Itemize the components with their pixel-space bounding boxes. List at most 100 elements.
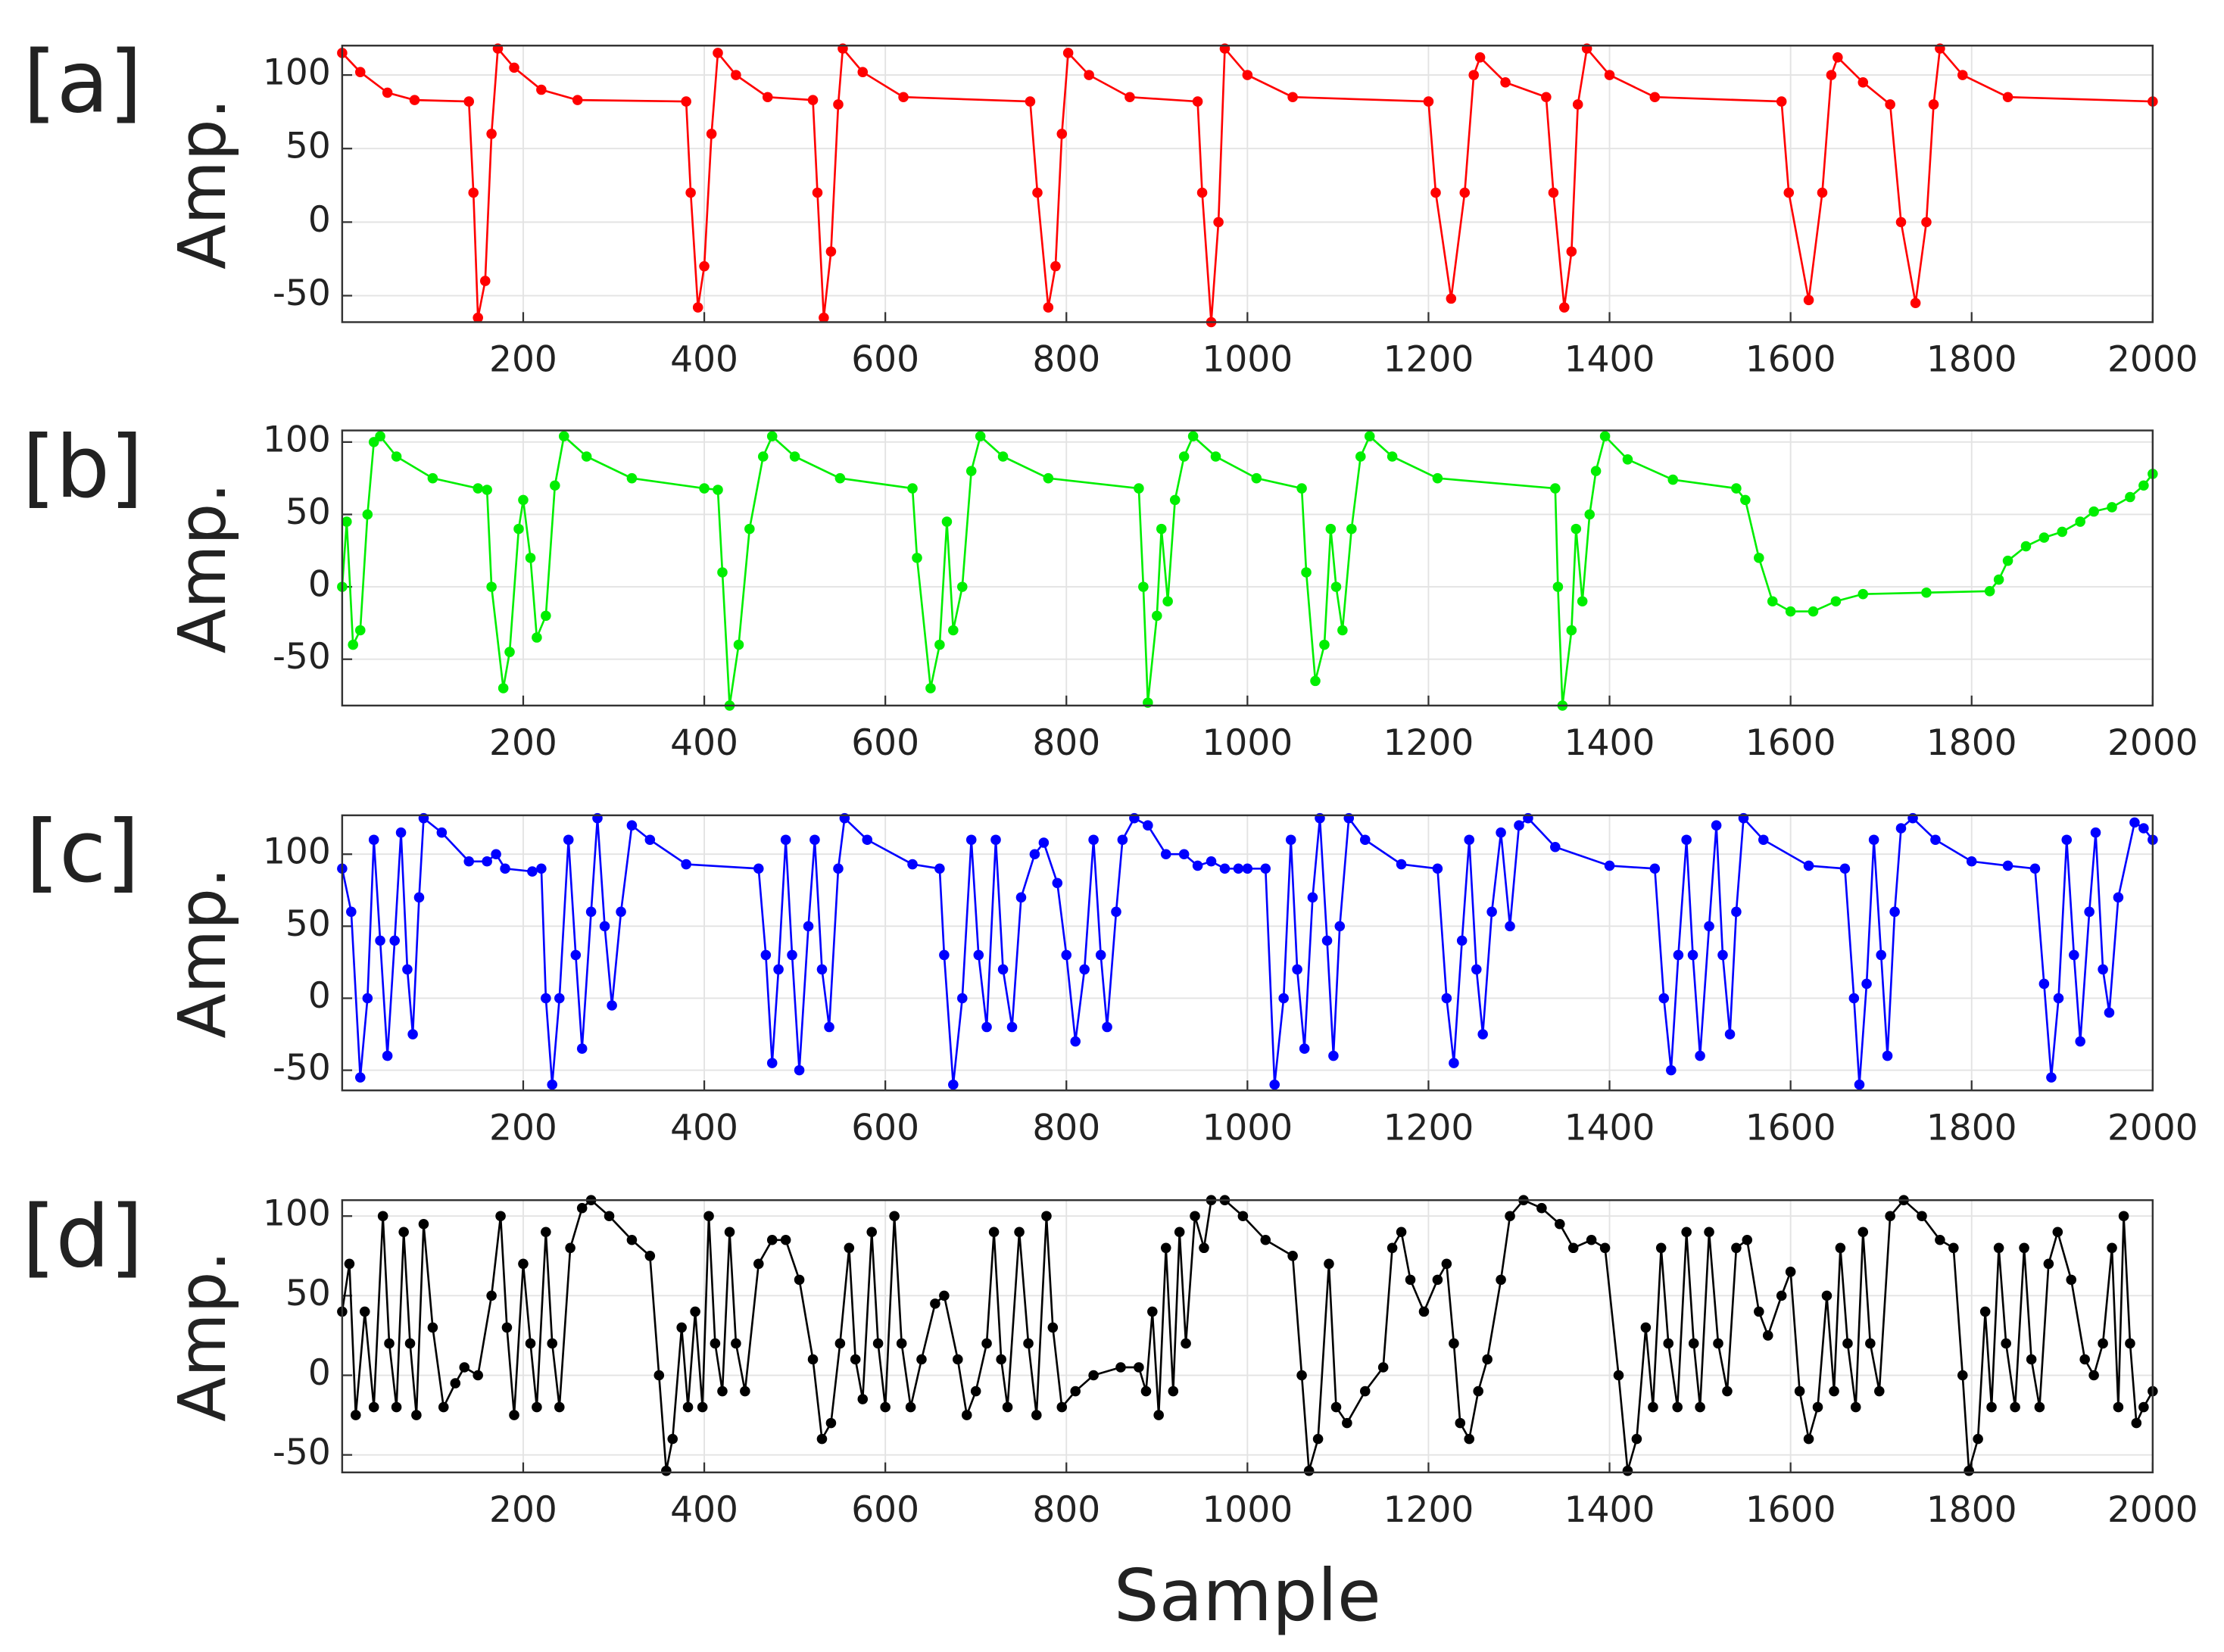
- data-point: [626, 472, 638, 484]
- data-point: [1178, 451, 1190, 462]
- data-point: [1342, 1417, 1352, 1429]
- data-point: [1088, 1370, 1099, 1381]
- data-point: [681, 859, 691, 870]
- data-point: [2034, 1401, 2045, 1413]
- data-point: [1704, 1227, 1714, 1238]
- x-tick-label: 1600: [1745, 339, 1836, 381]
- data-point: [724, 1227, 735, 1238]
- data-point: [1330, 581, 1342, 592]
- data-point: [762, 92, 773, 103]
- data-point: [2098, 1338, 2108, 1349]
- data-point: [2038, 532, 2050, 543]
- x-tick-label: 1200: [1383, 722, 1474, 764]
- data-point: [1731, 483, 1742, 494]
- data-point: [1111, 906, 1121, 918]
- data-point: [616, 906, 626, 918]
- data-point: [1854, 1079, 1865, 1090]
- data-point: [375, 431, 385, 441]
- data-point: [787, 949, 797, 961]
- data-point: [473, 312, 483, 323]
- data-point: [1663, 1338, 1674, 1349]
- data-point: [1550, 483, 1561, 494]
- data-point: [362, 509, 373, 520]
- plot-frame: [341, 429, 2154, 707]
- data-point: [1558, 302, 1570, 313]
- data-point: [1964, 1465, 1974, 1476]
- data-point: [1776, 1290, 1787, 1301]
- data-point: [1160, 849, 1171, 860]
- data-point: [1285, 834, 1296, 845]
- data-point: [956, 581, 968, 592]
- data-point: [1785, 606, 1796, 617]
- data-point: [789, 451, 800, 462]
- data-point: [807, 95, 819, 105]
- data-point: [1449, 1338, 1459, 1349]
- data-point: [766, 1058, 778, 1068]
- data-point: [862, 834, 873, 845]
- data-point: [1456, 935, 1468, 946]
- data-point: [844, 1242, 855, 1254]
- data-point: [354, 1072, 366, 1083]
- data-point: [468, 187, 479, 198]
- data-point: [1613, 1370, 1624, 1381]
- data-point: [807, 1354, 819, 1365]
- data-point: [872, 1338, 884, 1349]
- data-point: [2001, 1338, 2011, 1349]
- data-point: [1758, 834, 1769, 845]
- data-point: [1861, 978, 1872, 990]
- data-point: [690, 1306, 700, 1317]
- data-point: [368, 1401, 379, 1413]
- data-point: [699, 260, 710, 272]
- data-point: [450, 1378, 461, 1389]
- data-point: [1500, 77, 1511, 88]
- x-tick-label: 1000: [1202, 339, 1293, 381]
- data-point: [1571, 523, 1582, 535]
- data-point: [1418, 1306, 1430, 1317]
- data-point: [346, 906, 357, 918]
- data-point: [1590, 466, 1602, 476]
- data-point: [1088, 834, 1099, 845]
- data-point: [391, 1401, 402, 1413]
- data-point: [833, 863, 844, 874]
- data-point: [1566, 246, 1577, 257]
- y-tick-label: 100: [263, 831, 331, 873]
- data-point: [1062, 48, 1074, 58]
- data-point: [1430, 187, 1441, 198]
- data-point: [1889, 906, 1900, 918]
- data-point: [407, 1029, 418, 1040]
- data-point: [501, 1322, 513, 1333]
- data-point: [1577, 596, 1588, 607]
- data-point: [753, 1258, 764, 1270]
- data-point: [794, 1274, 805, 1286]
- x-tick-label: 400: [670, 1489, 738, 1531]
- data-point: [532, 1401, 542, 1413]
- data-point: [1138, 581, 1149, 592]
- data-point: [1296, 483, 1307, 494]
- data-point: [644, 834, 656, 845]
- data-point: [1287, 1251, 1298, 1261]
- x-tick-label: 1600: [1745, 1489, 1836, 1531]
- data-point: [402, 964, 413, 975]
- y-tick-label: 50: [285, 1273, 331, 1314]
- data-point: [2088, 1370, 2099, 1381]
- data-point: [473, 1370, 483, 1381]
- data-point: [1921, 587, 1932, 598]
- data-point: [713, 48, 723, 58]
- data-point: [1742, 1234, 1753, 1245]
- data-point: [948, 625, 959, 636]
- data-point: [1168, 1385, 1179, 1397]
- data-point: [1599, 1242, 1611, 1254]
- data-point: [1857, 588, 1869, 600]
- data-point: [1762, 1330, 1773, 1341]
- data-point: [500, 863, 510, 874]
- data-point: [1152, 610, 1162, 622]
- data-point: [2061, 834, 2073, 845]
- data-point: [1041, 1211, 1052, 1222]
- data-point: [1364, 431, 1375, 441]
- data-point: [342, 516, 352, 527]
- y-axis-label: Amp.: [165, 98, 241, 270]
- data-point: [362, 993, 373, 1004]
- data-point: [1655, 1242, 1667, 1254]
- data-point: [1754, 1306, 1764, 1317]
- data-point: [1948, 1242, 1959, 1254]
